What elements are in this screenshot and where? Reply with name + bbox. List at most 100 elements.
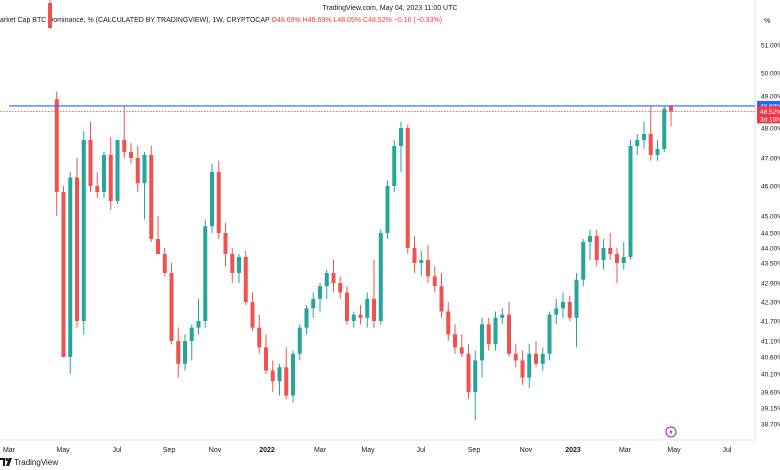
candle-body	[655, 149, 660, 155]
candle-body	[486, 324, 491, 345]
candle-body	[135, 158, 140, 184]
tradingview-brand-label: TradingView	[14, 457, 59, 467]
x-tick-label: Jul	[113, 447, 122, 454]
y-tick-label: 44.50%	[761, 231, 780, 238]
x-tick-label: 2022	[259, 447, 275, 454]
candle-body	[534, 353, 538, 364]
y-tick-label: 47.00%	[761, 156, 780, 163]
candle-body	[419, 260, 424, 263]
y-tick-label: 45.00%	[761, 214, 780, 221]
candles-layer	[48, 0, 673, 421]
y-tick-label: 41.70%	[761, 319, 780, 326]
candle-body	[189, 327, 194, 341]
candle-body	[257, 327, 262, 348]
candle-body	[561, 302, 565, 309]
candle-body	[594, 236, 599, 260]
y-axis: 51.00% 50.00% 49.00% 48.00% 47.00% 46.00% 45.0…	[761, 43, 780, 429]
candle-body	[223, 233, 228, 254]
candle-body	[351, 314, 356, 321]
last-price-tag-label: 48.52%	[760, 109, 780, 116]
candle-body	[108, 155, 113, 201]
x-tick-label: Nov	[520, 447, 533, 454]
candle-body	[237, 257, 241, 273]
candle-body	[149, 155, 154, 239]
candle-body	[412, 248, 417, 263]
legend-open: O48.69%	[271, 17, 301, 24]
candle-body	[196, 321, 201, 328]
y-tick-label: 42.90%	[761, 281, 780, 288]
candle-body	[601, 248, 606, 260]
candle-body	[372, 298, 376, 321]
tradingview-logo-icon	[0, 458, 12, 466]
candle-body	[662, 108, 667, 149]
candle-body	[615, 254, 619, 263]
x-tick-label: May	[56, 447, 70, 454]
y-tick-label: 46.00%	[761, 184, 780, 191]
candle-body	[642, 134, 646, 140]
candle-body	[540, 353, 545, 364]
candle-body	[493, 317, 498, 345]
x-tick-label: Nov	[209, 447, 222, 454]
y-tick-label: 38.70%	[761, 422, 780, 429]
candle-body	[297, 327, 302, 354]
candle-body	[399, 128, 403, 146]
candle-body	[635, 140, 640, 146]
x-tick-label: May	[667, 447, 681, 454]
legend-close: C48.52%	[363, 17, 392, 24]
y-tick-label: 48.00%	[761, 126, 780, 133]
candle-body	[203, 226, 208, 321]
candle-body	[446, 311, 451, 335]
candle-body	[210, 172, 214, 227]
y-tick-label: 51.00%	[761, 43, 780, 50]
candle-body	[243, 257, 248, 302]
candle-body	[588, 236, 592, 242]
candle-body	[230, 254, 235, 273]
candle-body	[527, 353, 532, 378]
y-tick-label: 50.00%	[761, 71, 780, 78]
candle-body	[405, 128, 410, 248]
chart-legend: arket Cap BTC Dominance, % (CALCULATED B…	[0, 17, 442, 24]
x-tick-label: Mar	[619, 447, 632, 454]
legend-high: H48.69%	[302, 17, 332, 24]
grid-layer	[0, 0, 756, 441]
candle-body	[466, 353, 471, 392]
candle-body	[459, 347, 464, 354]
candle-body	[345, 292, 349, 321]
candle-body	[270, 370, 275, 382]
candle-body	[581, 242, 586, 280]
candle-body	[291, 353, 295, 396]
candle-body	[432, 276, 437, 287]
candle-body	[81, 140, 86, 321]
y-tick-label: 39.15%	[761, 406, 780, 413]
candle-body	[142, 155, 147, 184]
candle-body	[574, 279, 579, 318]
candle-body	[162, 254, 167, 273]
candle-body	[68, 177, 73, 357]
candle-body	[426, 260, 430, 277]
candle-body	[500, 314, 505, 318]
candle-body	[365, 298, 370, 318]
candle-body	[547, 314, 552, 354]
x-axis: Mar May Jul Sep Nov 2022 Mar May Jul Sep Nov 2023 Ma…	[3, 447, 732, 454]
candle-body	[392, 146, 397, 186]
candle-body	[264, 347, 268, 371]
countdown-label: 3d 15h	[760, 116, 780, 123]
axis-unit-label: %	[764, 18, 771, 25]
y-tick-label: 39.60%	[761, 390, 780, 397]
candle-body	[156, 239, 160, 254]
candle-body	[628, 146, 633, 257]
legend-title: arket Cap BTC Dominance, % (CALCULATED B…	[0, 17, 270, 24]
candle-body	[554, 308, 559, 315]
candle-body	[250, 302, 255, 328]
x-tick-label: Sep	[468, 447, 481, 454]
candle-body	[507, 314, 511, 354]
candle-body	[277, 367, 282, 382]
x-tick-label: Jul	[723, 447, 732, 454]
candle-body	[378, 233, 383, 321]
tradingview-brand[interactable]: TradingView	[0, 457, 58, 467]
candle-body	[95, 186, 100, 192]
y-tick-label: 49.00%	[761, 94, 780, 101]
candle-body	[567, 302, 572, 318]
legend-low: L48.05%	[333, 17, 362, 24]
